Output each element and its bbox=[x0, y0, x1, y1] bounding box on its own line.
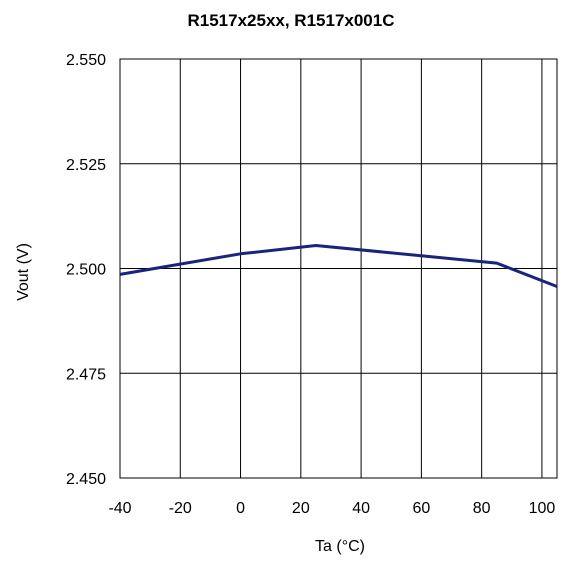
x-tick-labels: -40 -20 0 20 40 60 80 100 bbox=[108, 500, 555, 517]
x-tick-label: -40 bbox=[108, 500, 131, 517]
y-tick-label: 2.450 bbox=[66, 471, 106, 488]
x-tick-label: 80 bbox=[473, 500, 491, 517]
x-tick-label: 100 bbox=[529, 500, 556, 517]
y-tick-label: 2.500 bbox=[66, 262, 106, 279]
plot-frame bbox=[119, 58, 558, 479]
grid-lines bbox=[119, 58, 557, 479]
y-tick-labels: 2.450 2.475 2.500 2.525 2.550 bbox=[66, 52, 106, 488]
x-axis-label: Ta (°C) bbox=[315, 538, 365, 555]
x-tick-label: 60 bbox=[412, 500, 430, 517]
x-tick-label: 0 bbox=[236, 500, 245, 517]
y-tick-label: 2.550 bbox=[66, 52, 106, 69]
y-axis-label: Vout (V) bbox=[15, 243, 32, 301]
series-line bbox=[119, 244, 558, 288]
y-tick-label: 2.525 bbox=[66, 157, 106, 174]
x-tick-label: -20 bbox=[169, 500, 192, 517]
y-tick-label: 2.475 bbox=[66, 366, 106, 383]
series-group bbox=[119, 244, 558, 288]
x-tick-label: 20 bbox=[292, 500, 310, 517]
x-tick-label: 40 bbox=[352, 500, 370, 517]
chart-title: R1517x25xx, R1517x001C bbox=[187, 11, 394, 30]
